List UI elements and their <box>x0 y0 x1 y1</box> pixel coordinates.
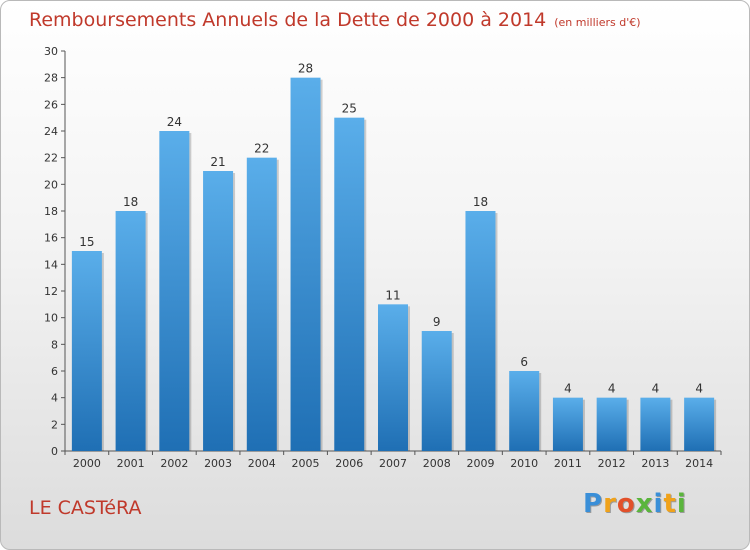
bar <box>378 304 408 451</box>
bar-value-label: 4 <box>608 382 616 396</box>
y-tick-label: 0 <box>51 445 58 458</box>
bar-value-label: 6 <box>520 355 528 369</box>
x-tick-label: 2008 <box>423 457 451 470</box>
x-tick-label: 2007 <box>379 457 407 470</box>
bar-value-label: 4 <box>564 382 572 396</box>
bar-series: 15 18 24 21 22 28 25 11 9 18 6 4 4 4 4 <box>71 62 717 452</box>
brand-letter: P <box>583 489 604 519</box>
bar <box>596 397 627 451</box>
x-tick-label: 2013 <box>641 457 669 470</box>
bar-value-label: 11 <box>385 288 400 302</box>
proxiti-logo: Proxiti <box>583 489 687 519</box>
y-tick-label: 26 <box>44 98 58 111</box>
bar <box>115 211 146 451</box>
y-tick-label: 8 <box>51 338 58 351</box>
y-tick-label: 12 <box>44 285 58 298</box>
x-tick-label: 2001 <box>117 457 145 470</box>
bar <box>246 157 277 451</box>
brand-letter: x <box>635 489 654 519</box>
y-tick-label: 14 <box>44 258 58 271</box>
chart-title-main: Remboursements Annuels de la Dette de 20… <box>29 9 547 31</box>
bar-value-label: 21 <box>210 155 225 169</box>
bar-value-label: 18 <box>123 195 138 209</box>
bar-value-label: 4 <box>652 382 660 396</box>
commune-name: LE CASTéRA <box>29 497 142 519</box>
y-tick-label: 24 <box>44 125 58 138</box>
y-tick-label: 16 <box>44 232 58 245</box>
y-tick-label: 2 <box>51 418 58 431</box>
y-tick-label: 20 <box>44 178 58 191</box>
bar <box>421 331 452 451</box>
bar <box>71 251 102 451</box>
bar <box>509 371 540 451</box>
x-tick-label: 2006 <box>335 457 363 470</box>
bar <box>465 211 496 451</box>
y-tick-label: 22 <box>44 152 58 165</box>
bar-value-label: 9 <box>433 315 441 329</box>
x-tick-label: 2002 <box>160 457 188 470</box>
x-tick-label: 2009 <box>466 457 494 470</box>
bar-value-label: 22 <box>254 142 269 156</box>
x-tick-label: 2003 <box>204 457 232 470</box>
y-tick-label: 6 <box>51 365 58 378</box>
bar <box>203 171 234 451</box>
x-tick-label: 2012 <box>598 457 626 470</box>
bar <box>640 397 671 451</box>
chart-title-unit: (en milliers d'€) <box>554 16 641 29</box>
x-tick-label: 2004 <box>248 457 276 470</box>
bar <box>159 131 190 451</box>
chart-title: Remboursements Annuels de la Dette de 20… <box>29 9 641 31</box>
bar-value-label: 24 <box>167 115 182 129</box>
brand-letter: t <box>663 489 677 519</box>
bar <box>290 77 321 452</box>
brand-letter: i <box>676 489 687 519</box>
x-tick-label: 2011 <box>554 457 582 470</box>
brand-letter: r <box>603 489 617 519</box>
x-tick-label: 2000 <box>73 457 101 470</box>
x-axis: 2000 2001 2002 2003 2004 2005 2006 2007 2008 2009… <box>64 450 722 470</box>
x-tick-label: 2010 <box>510 457 538 470</box>
y-tick-label: 4 <box>51 392 58 405</box>
bar-value-label: 18 <box>473 195 488 209</box>
brand-letter: i <box>653 489 664 519</box>
y-tick-label: 28 <box>44 72 58 85</box>
bar-value-label: 15 <box>79 235 94 249</box>
brand-letter: o <box>616 489 636 519</box>
bar-value-label: 28 <box>298 62 313 76</box>
bar <box>334 117 365 452</box>
y-tick-label: 30 <box>44 45 58 58</box>
x-tick-label: 2005 <box>292 457 320 470</box>
bar <box>552 397 583 451</box>
x-tick-label: 2014 <box>685 457 713 470</box>
y-tick-label: 10 <box>44 312 58 325</box>
bar-value-label: 25 <box>342 102 357 116</box>
bar-value-label: 4 <box>695 382 703 396</box>
bar <box>684 397 715 451</box>
y-tick-label: 18 <box>44 205 58 218</box>
